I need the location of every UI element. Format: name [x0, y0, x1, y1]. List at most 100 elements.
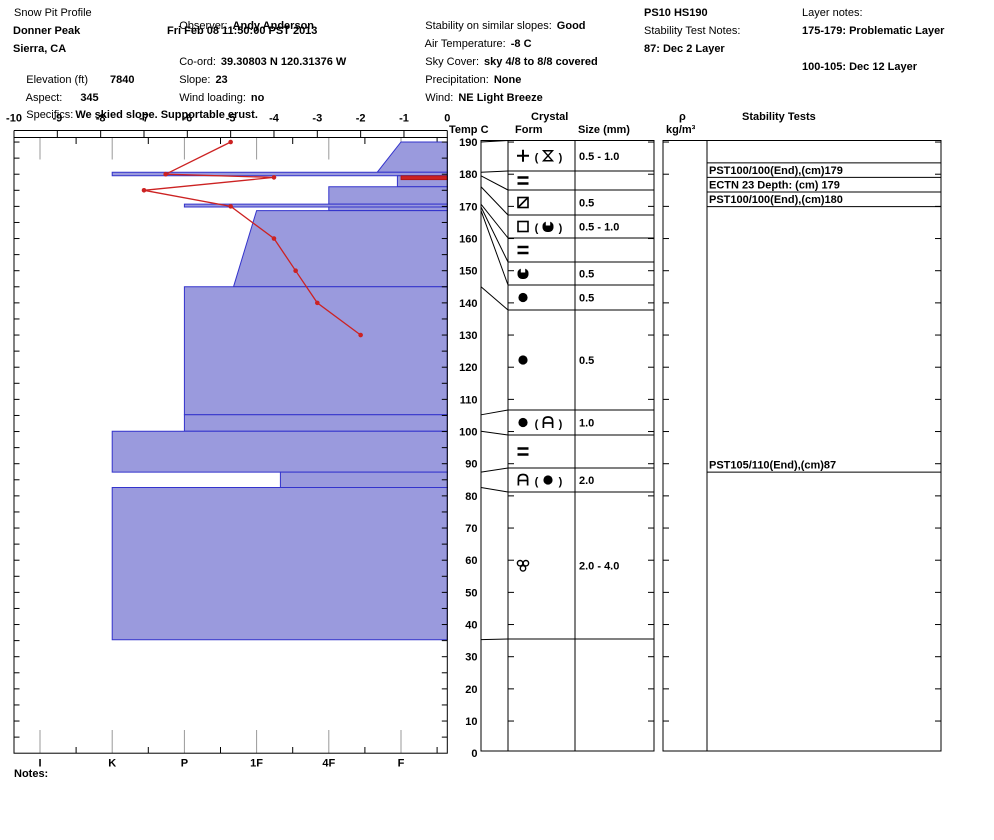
observer-label: Observer: [179, 20, 228, 32]
temperature-point [163, 171, 168, 177]
temp-axis-tick-label: -8 [96, 113, 106, 125]
site-name: Donner Peak [13, 25, 81, 37]
coord-field: Co-ord: 39.30803 N 120.31376 W [167, 43, 346, 82]
crystal-symbol-crust [517, 245, 529, 255]
region-name: Sierra, CA [13, 43, 67, 55]
temp-axis-caption: Temp C [449, 124, 489, 136]
paren-open-glyph: ( [535, 223, 539, 235]
paren-close-glyph: ) [559, 419, 563, 431]
wind-value: NE Light Breeze [458, 92, 543, 104]
depth-label: 10 [465, 716, 477, 728]
temp-axis-tick-label: -4 [269, 113, 280, 125]
grain-size-value: 2.0 [579, 475, 594, 487]
wind-field: Wind: NE Light Breeze [413, 79, 543, 118]
crystal-symbol-plus [517, 149, 529, 162]
snow-layer [376, 141, 448, 173]
notes-caption: Notes: [14, 768, 49, 780]
density-stability-frame [662, 140, 942, 752]
crystal-symbol-crust [517, 176, 529, 185]
sky-cover-field: Sky Cover: sky 4/8 to 8/8 covered [413, 43, 598, 82]
precipitation-value: None [493, 74, 522, 86]
temperature-point [358, 332, 363, 338]
sky-cover-value: sky 4/8 to 8/8 covered [484, 56, 598, 68]
temperature-point [228, 139, 233, 145]
snow-layer [232, 210, 448, 288]
layer-row-connector [480, 203, 509, 239]
observer-field: Observer: Andy Anderson [167, 7, 314, 46]
sky-cover-label: Sky Cover: [425, 56, 480, 68]
depth-label: 190 [459, 137, 477, 149]
crystal-symbol-hourglass [541, 150, 555, 162]
crystal-symbol-square-slash [517, 196, 529, 209]
crystal-symbol-cluster [516, 559, 524, 567]
depth-label: 60 [465, 555, 477, 567]
paren-close-glyph: ) [559, 152, 563, 164]
aspect-label: Aspect: [25, 92, 63, 104]
elevation-label: Elevation (ft) [26, 74, 88, 86]
depth-label: 150 [459, 266, 477, 278]
depth-label: 80 [465, 491, 477, 503]
crystal-symbol-dot [543, 475, 553, 485]
observer-value: Andy Anderson [232, 20, 315, 32]
air-temp-field: Air Temperature: -8 C [413, 25, 532, 64]
specifics-label: Specifics: [26, 109, 74, 121]
wind-loading-value: no [250, 92, 265, 104]
snow-layer [183, 286, 448, 416]
paren-close-glyph: ) [559, 223, 563, 235]
snow-layer [183, 414, 448, 432]
temp-axis-tick-label: -7 [139, 113, 149, 125]
temp-axis-tick-label: -3 [312, 113, 322, 125]
depth-label: 20 [465, 684, 477, 696]
report-title: Snow Pit Profile [14, 7, 92, 19]
temp-axis-tick-label: -10 [6, 113, 22, 125]
grain-size-value: 0.5 [579, 198, 594, 210]
stability-slopes-value: Good [556, 20, 586, 32]
paren-open-glyph: ( [535, 476, 539, 488]
hardness-label: K [108, 758, 116, 770]
crystal-symbol-square-slash [517, 196, 529, 209]
crystal-symbol-dot [518, 292, 528, 303]
precipitation-field: Precipitation: None [413, 61, 521, 100]
snow-layer [111, 171, 448, 177]
stability-test-label: ECTN 23 Depth: (cm) 179 [709, 180, 840, 192]
crystal-caption: Crystal [531, 111, 569, 123]
crystal-symbol-melt [520, 268, 526, 273]
grain-size-value: 0.5 [579, 293, 594, 305]
temperature-point [293, 268, 298, 274]
slope-value: 23 [215, 74, 228, 86]
wind-loading-label: Wind loading: [179, 92, 246, 104]
temp-axis-tick-label: -5 [226, 113, 236, 125]
depth-label: 40 [465, 620, 477, 632]
depth-label: 130 [459, 330, 477, 342]
crystal-symbol-arch [542, 416, 554, 428]
layer-row-connector [480, 638, 509, 641]
wind-label: Wind: [425, 92, 454, 104]
snow-layer [111, 487, 448, 641]
stability-test-label: PST105/110(End),(cm)87 [709, 460, 836, 472]
grain-size-value: 1.0 [579, 418, 594, 430]
depth-label: 50 [465, 587, 477, 599]
crystal-symbol-cluster [522, 559, 530, 567]
hardness-label: F [398, 758, 405, 770]
layer-row-connector [480, 409, 509, 416]
snow-layer [328, 206, 448, 212]
layer-row-connector [480, 487, 509, 493]
temperature-point [271, 236, 277, 241]
wind-loading-field: Wind loading: no [167, 79, 264, 118]
layer-row-connector [480, 467, 509, 473]
temperature-point [271, 175, 277, 180]
aspect-value: 345 [80, 92, 99, 104]
temperature-point [315, 300, 320, 306]
depth-label: 180 [459, 169, 477, 181]
stability-slopes-label: Stability on similar slopes: [425, 20, 552, 32]
crystal-symbol-cluster [519, 565, 527, 572]
slope-field: Slope: 23 [167, 61, 228, 100]
depth-label: 30 [465, 652, 477, 664]
temp-axis-tick-label: -6 [182, 113, 192, 125]
snow-layer [111, 430, 448, 473]
crystal-symbol-arch [517, 473, 529, 486]
hardness-label: 1F [250, 758, 263, 770]
stability-test-note: 87: Dec 2 Layer [644, 43, 725, 55]
